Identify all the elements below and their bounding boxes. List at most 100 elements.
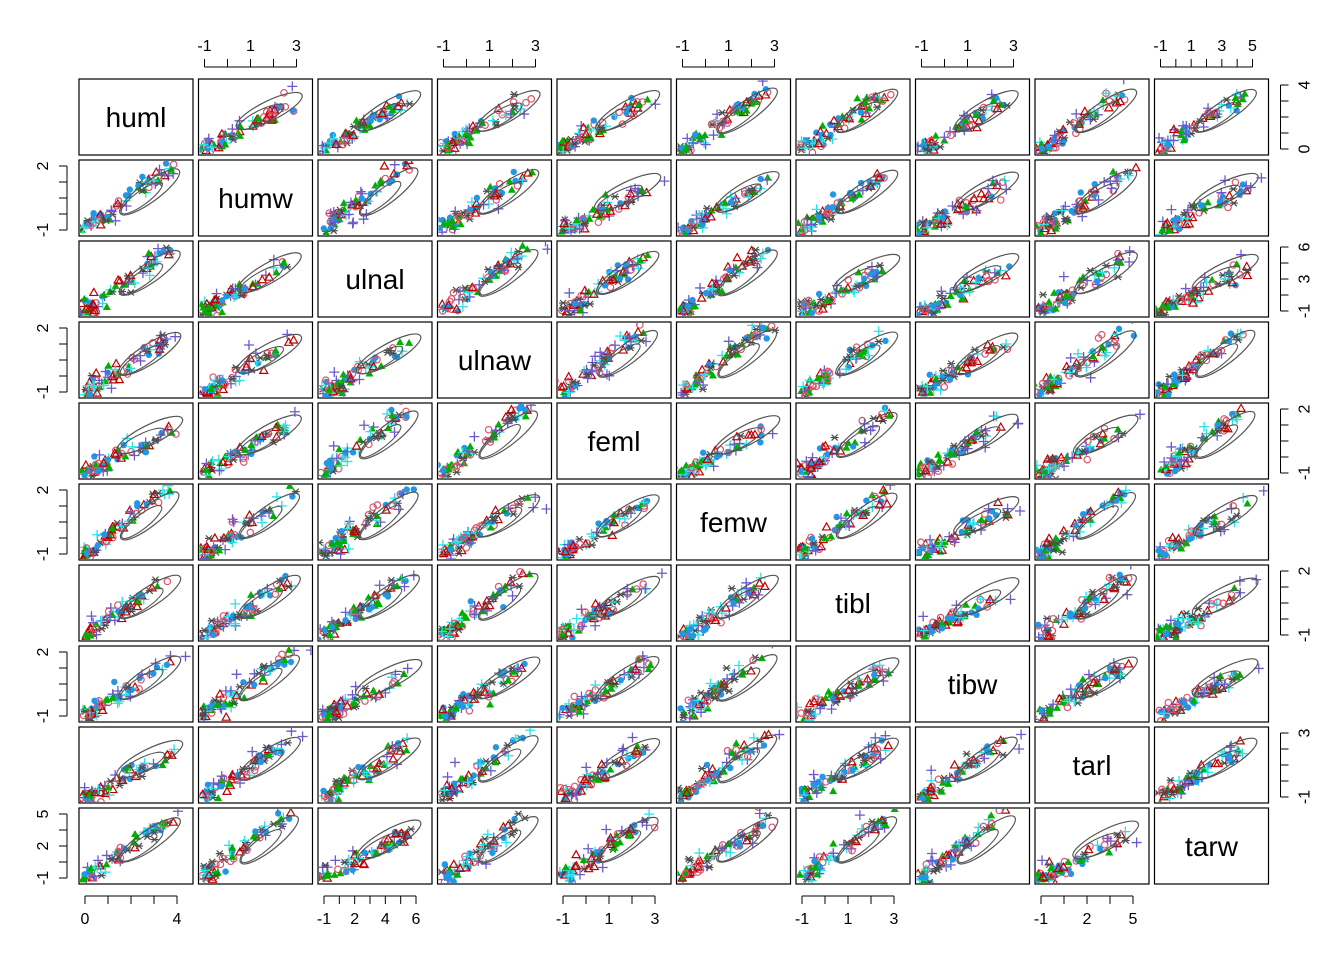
data-point	[243, 339, 254, 350]
data-point	[467, 598, 475, 605]
panel-feml-humw	[197, 402, 314, 480]
panel-ulnaw-tibw	[914, 321, 1031, 399]
panel-humw-tarl	[1034, 159, 1150, 237]
data-point	[109, 448, 120, 457]
data-point	[115, 608, 122, 615]
data-point	[250, 681, 258, 688]
data-point	[88, 287, 99, 297]
data-point	[105, 463, 114, 471]
data-point	[258, 365, 269, 374]
data-point	[1043, 630, 1054, 640]
data-point	[117, 596, 128, 607]
data-point	[961, 600, 970, 608]
data-point	[1180, 621, 1191, 632]
data-point	[348, 130, 359, 139]
data-point	[1105, 97, 1114, 105]
data-point	[682, 230, 688, 235]
data-point	[1036, 387, 1039, 396]
data-point	[830, 434, 839, 441]
data-point	[1051, 535, 1060, 543]
data-point	[1094, 334, 1103, 342]
data-point	[81, 471, 88, 478]
data-point	[1122, 168, 1133, 179]
data-point	[448, 216, 457, 224]
data-point	[120, 689, 131, 700]
data-point	[967, 519, 978, 530]
data-point	[722, 113, 733, 123]
data-point	[1044, 297, 1053, 305]
data-point	[504, 676, 513, 684]
data-point	[111, 358, 122, 368]
data-point	[742, 106, 751, 114]
data-point	[1043, 376, 1054, 387]
data-point	[808, 148, 817, 154]
data-point	[1164, 141, 1172, 148]
data-point	[947, 200, 958, 211]
data-point	[337, 382, 346, 390]
ellipse	[1074, 426, 1121, 456]
data-point	[102, 303, 111, 311]
ellipse	[1076, 505, 1119, 539]
data-point	[1258, 485, 1268, 496]
data-point	[180, 651, 191, 662]
data-point	[323, 229, 330, 235]
data-point	[247, 441, 256, 449]
data-point	[1182, 539, 1191, 547]
data-point	[1093, 194, 1104, 205]
ellipse	[835, 331, 899, 377]
ellipse	[359, 424, 402, 458]
ellipse	[121, 504, 163, 540]
data-point	[199, 146, 203, 154]
data-point	[319, 140, 328, 151]
panel-tibl-femw	[675, 564, 792, 642]
ellipse	[717, 100, 761, 134]
panel-huml-humw	[197, 78, 314, 156]
panel-humw-feml	[556, 159, 672, 237]
data-point	[273, 420, 282, 428]
data-point	[256, 431, 267, 441]
data-point	[80, 477, 84, 478]
data-point	[687, 471, 696, 478]
data-point	[438, 216, 441, 223]
panel-feml-tarl	[1034, 402, 1150, 480]
data-point	[1050, 137, 1057, 145]
panel-border	[436, 240, 553, 318]
data-point	[88, 380, 99, 391]
data-point	[1162, 630, 1170, 637]
ellipse	[1191, 253, 1259, 292]
data-point	[1160, 382, 1169, 390]
ellipse	[716, 87, 778, 135]
ellipse	[119, 344, 164, 376]
data-point	[455, 136, 464, 144]
data-point	[873, 103, 882, 111]
data-point	[975, 274, 982, 282]
data-point	[743, 429, 754, 439]
panel-ulnaw-tarw	[1153, 321, 1270, 399]
data-point	[329, 131, 337, 139]
data-point	[590, 351, 601, 362]
data-point	[80, 223, 84, 231]
data-point	[125, 192, 132, 199]
data-point	[939, 625, 946, 632]
data-point	[916, 311, 921, 316]
data-point	[332, 544, 343, 554]
data-point	[827, 532, 836, 540]
data-point	[1039, 291, 1048, 299]
ellipse	[1074, 88, 1138, 134]
data-point	[1046, 225, 1057, 235]
data-point	[801, 391, 809, 397]
data-point	[1167, 532, 1178, 542]
panel-femw-tibw	[914, 483, 1031, 561]
data-point	[916, 224, 921, 232]
variable-label: tibl	[835, 588, 871, 619]
data-point	[369, 590, 380, 599]
data-point	[345, 373, 356, 383]
data-point	[97, 705, 108, 714]
data-point	[489, 590, 498, 598]
data-point	[452, 619, 461, 627]
data-point	[352, 615, 359, 623]
data-point	[1158, 301, 1167, 309]
data-point	[691, 302, 700, 310]
data-point	[199, 629, 206, 639]
data-point	[700, 131, 709, 139]
